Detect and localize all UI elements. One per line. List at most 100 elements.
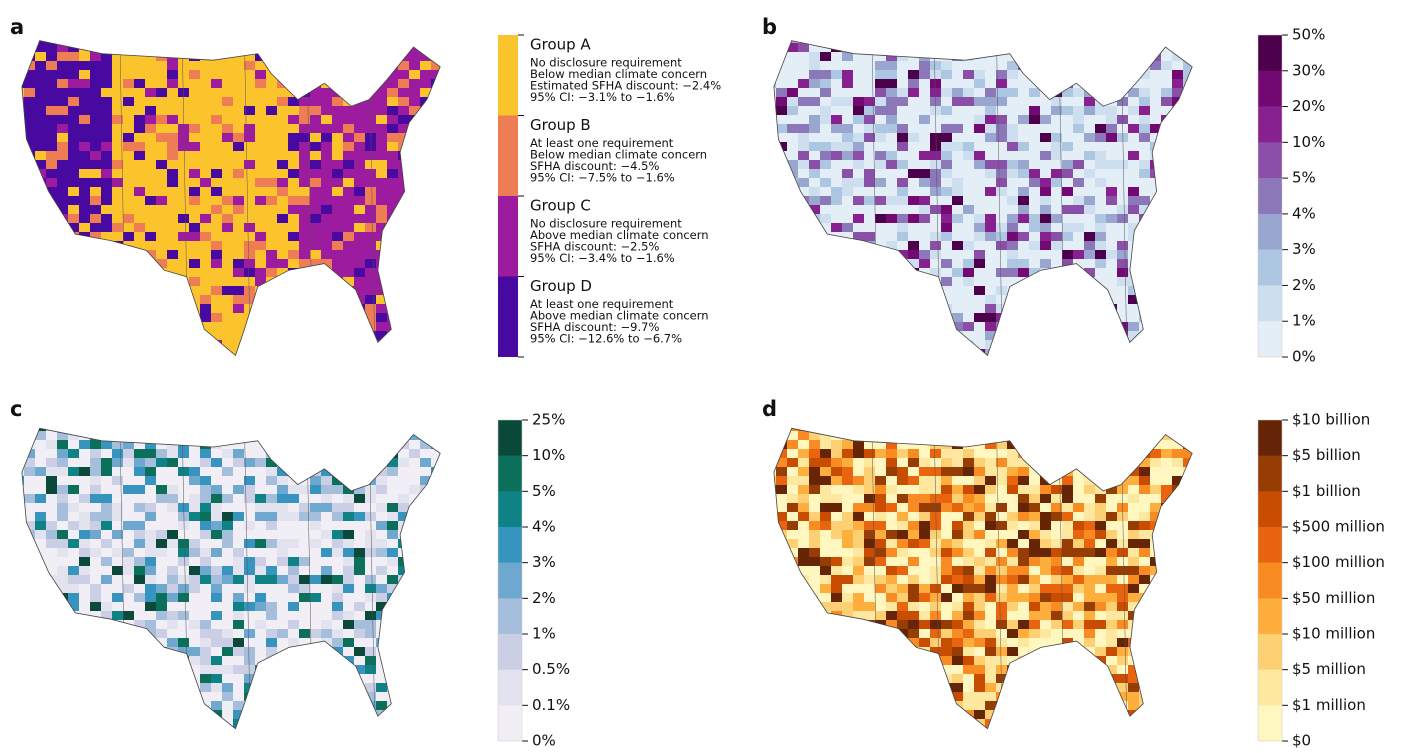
county-patch — [1095, 214, 1107, 224]
county-patch — [266, 124, 278, 134]
county-patch — [1183, 422, 1195, 432]
county-patch — [776, 178, 788, 188]
county-patch — [354, 277, 366, 287]
county-patch — [101, 539, 113, 549]
county-patch — [288, 322, 300, 332]
county-patch — [266, 566, 278, 576]
county-patch — [79, 223, 91, 233]
county-patch — [134, 629, 146, 639]
county-patch — [255, 593, 267, 603]
county-patch — [244, 169, 256, 179]
county-patch — [266, 178, 278, 188]
county-patch — [233, 61, 245, 71]
county-patch — [809, 313, 821, 323]
county-patch — [1150, 88, 1162, 98]
county-patch — [343, 611, 355, 621]
county-patch — [1040, 241, 1052, 251]
county-patch — [1007, 187, 1019, 197]
county-patch — [1051, 277, 1063, 287]
county-patch — [299, 647, 311, 657]
county-patch — [1051, 322, 1063, 332]
county-patch — [255, 692, 267, 702]
county-patch — [398, 70, 410, 80]
county-patch — [68, 358, 80, 368]
county-patch — [853, 295, 865, 305]
county-patch — [1018, 97, 1030, 107]
county-patch — [35, 665, 47, 675]
county-patch — [1029, 358, 1041, 368]
county-patch — [79, 160, 91, 170]
county-patch — [431, 602, 443, 612]
county-patch — [1194, 160, 1206, 170]
county-patch — [1205, 458, 1217, 468]
county-patch — [277, 277, 289, 287]
county-patch — [908, 268, 920, 278]
county-patch — [1128, 358, 1140, 368]
county-patch — [244, 656, 256, 666]
county-patch — [974, 449, 986, 459]
county-patch — [387, 349, 399, 359]
county-patch — [79, 485, 91, 495]
county-patch — [79, 422, 91, 432]
county-patch — [952, 241, 964, 251]
county-patch — [13, 566, 25, 576]
county-patch — [864, 70, 876, 80]
county-patch — [310, 232, 322, 242]
county-patch — [233, 124, 245, 134]
county-patch — [1040, 196, 1052, 206]
county-patch — [178, 88, 190, 98]
county-patch — [1205, 232, 1217, 242]
county-patch — [1062, 97, 1074, 107]
county-patch — [952, 106, 964, 116]
county-patch — [453, 349, 465, 359]
county-patch — [765, 259, 777, 269]
county-patch — [68, 313, 80, 323]
county-patch — [431, 521, 443, 531]
county-patch — [431, 223, 443, 233]
county-patch — [1007, 485, 1019, 495]
county-patch — [963, 214, 975, 224]
county-patch — [266, 169, 278, 179]
county-patch — [134, 611, 146, 621]
county-patch — [233, 277, 245, 287]
county-patch — [288, 250, 300, 260]
county-patch — [376, 422, 388, 432]
county-patch — [376, 728, 388, 738]
county-patch — [123, 656, 135, 666]
county-patch — [244, 313, 256, 323]
county-patch — [354, 494, 366, 504]
county-patch — [90, 61, 102, 71]
county-patch — [398, 331, 410, 341]
county-patch — [1139, 196, 1151, 206]
county-patch — [908, 187, 920, 197]
county-patch — [1183, 494, 1195, 504]
county-patch — [299, 422, 311, 432]
county-patch — [321, 106, 333, 116]
county-patch — [79, 34, 91, 44]
county-patch — [112, 88, 124, 98]
county-patch — [200, 575, 212, 585]
county-patch — [244, 205, 256, 215]
county-patch — [1051, 268, 1063, 278]
county-patch — [189, 340, 201, 350]
county-patch — [134, 665, 146, 675]
county-patch — [277, 719, 289, 729]
county-patch — [255, 422, 267, 432]
county-patch — [13, 485, 25, 495]
county-patch — [919, 43, 931, 53]
county-patch — [985, 214, 997, 224]
county-patch — [211, 268, 223, 278]
county-patch — [57, 358, 69, 368]
county-patch — [277, 683, 289, 693]
county-patch — [1106, 142, 1118, 152]
county-patch — [864, 277, 876, 287]
county-patch — [332, 692, 344, 702]
county-patch — [387, 142, 399, 152]
county-patch — [776, 115, 788, 125]
county-patch — [145, 34, 157, 44]
county-patch — [420, 584, 432, 594]
county-patch — [200, 277, 212, 287]
county-patch — [1040, 340, 1052, 350]
county-patch — [101, 494, 113, 504]
county-patch — [919, 133, 931, 143]
